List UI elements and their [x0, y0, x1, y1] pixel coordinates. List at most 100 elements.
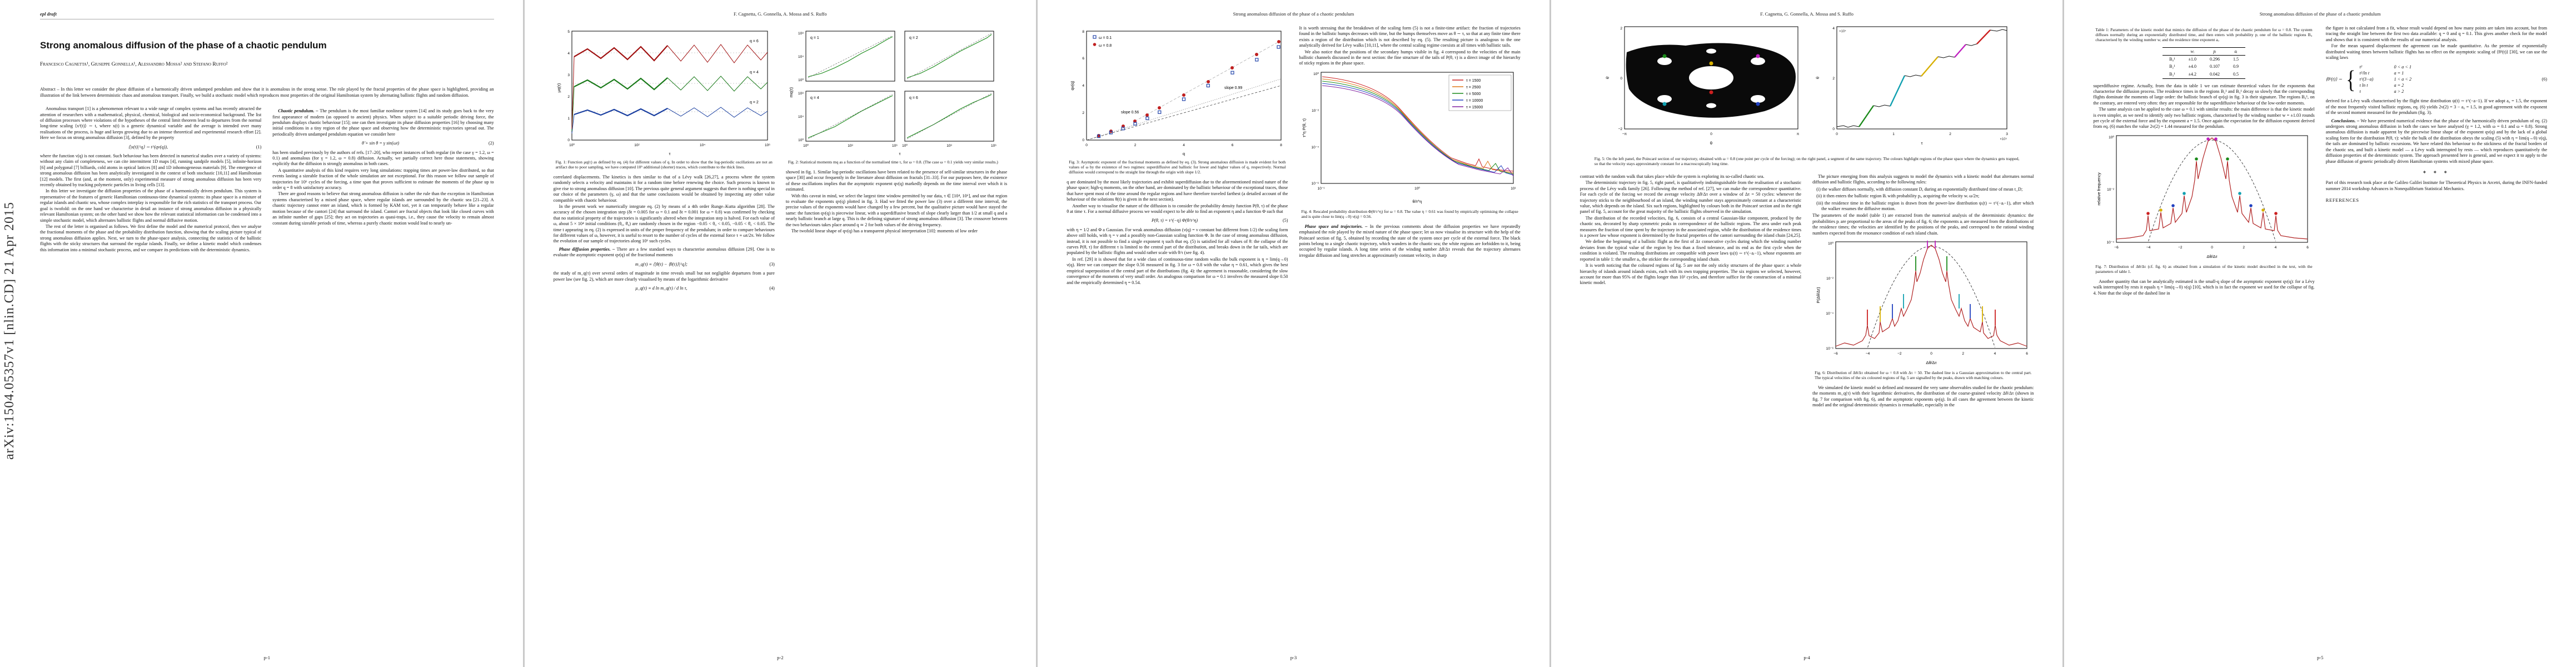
svg-text:10⁶: 10⁶ [765, 143, 770, 147]
svg-text:τ = 10000: τ = 10000 [1466, 99, 1483, 103]
svg-text:4: 4 [1082, 84, 1084, 88]
figure-6-caption: Fig. 6: Distribution of Δθ/Δτ obtained f… [1815, 370, 2032, 381]
paragraph: It is worth noticing that the coloured r… [1580, 263, 1801, 286]
paragraph: (ii) it then enters the ballistic region… [1812, 193, 2034, 199]
body-text: Another way to visualise the nature of t… [1067, 203, 1288, 215]
svg-text:10⁻¹: 10⁻¹ [1318, 187, 1326, 191]
table-header-cell [2163, 47, 2182, 56]
page-5: Strong anomalous diffusion of the phase … [2064, 0, 2576, 667]
body-text: Another quantity that can be analyticall… [2093, 278, 2315, 296]
paragraph: the figure is not calculated from a fit,… [2326, 26, 2547, 43]
paragraph: ⟨|x(t)|^q⟩ ∼ t^(qν(q)), (1) [40, 144, 262, 150]
page1-right-column: Chaotic pendulum. – The pendulum is the m… [272, 106, 494, 652]
svg-text:8: 8 [1280, 143, 1282, 147]
svg-text:10²: 10² [635, 143, 640, 147]
y-axis-label: P(Δθ/Δτ) [1816, 287, 1821, 303]
paragraph: has been studied previously by the autho… [272, 150, 494, 167]
body-text: μ_q(τ) ≡ d ln m_q(τ) / d ln τ, [635, 285, 687, 291]
y-tick-labels: 0 1 2 3 4 5 [568, 30, 570, 142]
paragraph: A quantitative analysis of this kind req… [272, 168, 494, 191]
page1-left-column: Anomalous transport [1] is a phenomenon … [40, 106, 261, 652]
slope-annotation-low: slope 0.56 [1121, 111, 1139, 115]
body-text: In ref. [29] it is showed that for a wid… [1067, 256, 1288, 285]
svg-text:τ = 1500: τ = 1500 [1466, 79, 1481, 83]
svg-text:5: 5 [568, 30, 570, 34]
svg-text:−4: −4 [1866, 352, 1870, 356]
svg-text:ω = 0.1: ω = 0.1 [1099, 36, 1112, 40]
body-text: P(θ, τ) = τ^(−η) Φ(θ/τ^η) [1152, 218, 1198, 223]
paragraph: The distribution of the recorded velocit… [1580, 216, 1801, 239]
paragraph: θ̈ + sin θ = γ sin(ωt) (2) [272, 141, 494, 146]
case-condition: 0 < a < 1 [2394, 64, 2411, 70]
svg-text:10⁴: 10⁴ [700, 143, 705, 147]
svg-text:10⁰: 10⁰ [803, 143, 809, 148]
slope-annotation-high: slope 0.99 [1224, 86, 1242, 90]
figure-2-plot: q = 1 q = 2 q = 4 [789, 31, 996, 156]
body-text: showed in fig. 1. Similar log-periodic o… [785, 170, 1008, 192]
legend: τ = 1500 τ = 2500 τ = 5000 τ = 10000 τ =… [1448, 74, 1512, 111]
figure-3-caption: Fig. 3: Asymptotic exponent of the fract… [1069, 160, 1286, 175]
table-header-cell: wᵢ [2181, 47, 2203, 56]
body-text: There are good reasons to believe that s… [272, 191, 494, 226]
x-tick-labels: 10⁰ 10² 10⁴ 10⁶ [569, 143, 770, 147]
svg-text:10⁻⁶: 10⁻⁶ [1312, 182, 1319, 186]
case-expression: t^(3−a) [2359, 77, 2374, 82]
figure-4-plot: τ = 1500 τ = 2500 τ = 5000 τ = 10000 τ =… [1302, 72, 1517, 204]
region-markers [2146, 137, 2278, 215]
svg-text:4: 4 [1994, 352, 1996, 356]
paragraph: We also notice that the positions of the… [1299, 49, 1520, 67]
series-omega-08 [1097, 40, 1280, 137]
paragraph: We define the beginning of a ballistic f… [1580, 239, 1801, 262]
x-tick-labels: 0 2 4 6 8 [1085, 143, 1282, 147]
x-axis-label: q [1183, 151, 1185, 156]
running-head-title: Strong anomalous diffusion of the phase … [2259, 11, 2381, 17]
body-text: There are a few standard ways to charact… [553, 246, 775, 258]
paragraph: the study of m_q(τ) over several orders … [554, 271, 775, 282]
case-row: t²/ln t a = 1 [2359, 71, 2411, 76]
draft-label: epl draft [40, 11, 494, 19]
body-text: The rest of the letter is organised as f… [40, 223, 262, 252]
paragraph: correlated displacements. The kinetics i… [554, 175, 775, 203]
body-text: ∗ ∗ ∗ [2422, 169, 2450, 175]
figure-6: −6 −4 −2 0 2 4 6 10⁰ 10⁻² 10⁻⁴ 10⁻ [1812, 237, 2034, 368]
paper-title: Strong anomalous diffusion of the phase … [40, 40, 327, 51]
x-axis-label: τ [899, 151, 900, 156]
body-text: The deterministic trajectory in fig. 5, … [1580, 180, 1802, 215]
body-text: It is worth stressing that the breakdown… [1299, 26, 1521, 48]
figure-2: q = 1 q = 2 q = 4 [786, 27, 1007, 157]
equation-number: (3) [769, 261, 775, 267]
y-axis-label: μq(τ) [556, 83, 561, 92]
x-tick-labels: −6 −4 −2 0 2 4 6 [1833, 352, 2028, 356]
body-text: In the previous comments about the diffu… [1299, 223, 1521, 258]
svg-text:×10⁵: ×10⁵ [2000, 137, 2007, 141]
svg-text:π: π [1797, 132, 1800, 136]
body-text: θ̈ + sin θ = γ sin(ωt) [362, 141, 400, 146]
paragraph: Phase diffusion properties. – There are a… [554, 247, 775, 258]
run-in-heading: Conclusions. – [2331, 118, 2360, 123]
svg-text:10⁰: 10⁰ [1828, 241, 1833, 246]
body-text: The twofold linear shape of qν(q) has a … [791, 228, 978, 234]
paragraph: The same analysis can be applied to the … [2093, 107, 2314, 130]
equation-number: (1) [256, 144, 262, 150]
body-text: where the function ν(q) is not constant.… [40, 153, 262, 188]
y-axis-label: θ̇ [1605, 76, 1610, 79]
svg-text:4: 4 [2275, 246, 2277, 250]
y-tick-labels: −2 0 2 [1618, 27, 1623, 131]
svg-text:τ = 15000: τ = 15000 [1466, 106, 1483, 109]
table-row: B₂¹ ±4.0 0.107 0.9 [2163, 63, 2245, 71]
y-tick-labels: 0 2 4 ×10⁴ [1832, 27, 1846, 131]
svg-text:2: 2 [1620, 27, 1622, 31]
x-axis-label: Δθ/Δτ [2206, 254, 2217, 259]
x-axis-label: τ [669, 151, 671, 156]
svg-text:0: 0 [1710, 132, 1712, 136]
body-text: (i) the walker diffuses normally, with d… [1816, 186, 2023, 192]
svg-text:0: 0 [1832, 127, 1835, 131]
run-in-heading: Chaotic pendulum. – [278, 108, 318, 114]
paragraph: The picture emerging from this analysis … [1812, 174, 2034, 186]
svg-text:10⁻⁴: 10⁻⁴ [1312, 146, 1319, 150]
svg-text:0: 0 [2211, 246, 2213, 250]
paragraph: Anomalous transport [1] is a phenomenon … [40, 106, 261, 141]
svg-text:0: 0 [1836, 132, 1838, 136]
paragraph: μ_q(τ) ≡ d ln m_q(τ) / d ln τ, (4) [554, 286, 775, 291]
svg-text:10⁰: 10⁰ [569, 143, 575, 147]
